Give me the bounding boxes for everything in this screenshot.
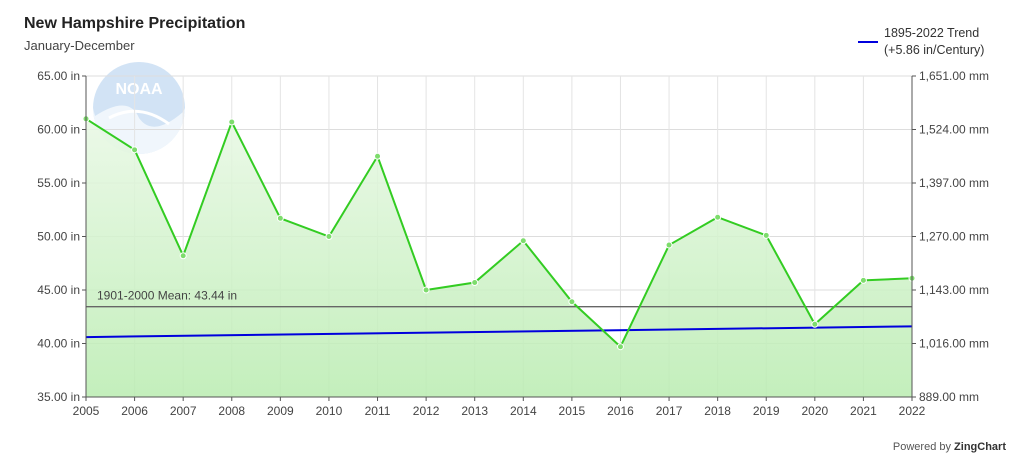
y-tick-label-left: 40.00 in <box>37 337 80 351</box>
data-point <box>374 152 382 160</box>
footer-credit[interactable]: Powered by ZingChart <box>893 441 1006 453</box>
x-tick-label: 2017 <box>656 404 683 418</box>
data-point <box>179 252 187 260</box>
x-tick-label: 2018 <box>704 404 731 418</box>
y-tick-label-right: 1,016.00 mm <box>919 337 989 351</box>
y-tick-label-right: 889.00 mm <box>919 390 979 404</box>
x-tick-label: 2013 <box>461 404 488 418</box>
y-tick-label-right: 1,397.00 mm <box>919 176 989 190</box>
y-tick-label-left: 50.00 in <box>37 230 80 244</box>
y-tick-label-right: 1,270.00 mm <box>919 230 989 244</box>
chart-subtitle: January-December <box>24 38 135 53</box>
footer-brand: ZingChart <box>954 441 1006 453</box>
data-point <box>859 276 867 284</box>
data-point <box>228 118 236 126</box>
data-point <box>276 214 284 222</box>
y-tick-label-left: 45.00 in <box>37 283 80 297</box>
mean-label: 1901-2000 Mean: 43.44 in <box>97 289 237 303</box>
x-tick-label: 2005 <box>73 404 100 418</box>
precipitation-line <box>85 117 913 349</box>
data-point <box>762 231 770 239</box>
data-point <box>665 241 673 249</box>
x-tick-label: 2014 <box>510 404 537 418</box>
precipitation-area <box>86 118 912 398</box>
legend-trend-swatch <box>858 41 878 43</box>
data-point <box>471 279 479 287</box>
data-point <box>519 237 527 245</box>
x-tick-label: 2012 <box>413 404 440 418</box>
noaa-logo-text: NOAA <box>115 81 163 98</box>
x-tick-label: 2011 <box>365 404 391 418</box>
y-tick-label-right: 1,143.00 mm <box>919 283 989 297</box>
x-tick-label: 2022 <box>899 404 926 418</box>
y-tick-label-right: 1,524.00 mm <box>919 123 989 137</box>
data-point <box>568 298 576 306</box>
data-point <box>131 146 139 154</box>
chart-title: New Hampshire Precipitation <box>24 15 246 32</box>
data-point <box>422 286 430 294</box>
y-tick-label-left: 35.00 in <box>37 390 80 404</box>
x-tick-label: 2010 <box>316 404 343 418</box>
trend-line <box>85 325 913 339</box>
data-point <box>811 320 819 328</box>
data-point <box>325 233 333 240</box>
data-point <box>616 343 624 351</box>
x-tick-label: 2021 <box>850 404 877 418</box>
x-tick-label: 2007 <box>170 404 197 418</box>
y-tick-label-left: 60.00 in <box>37 123 80 137</box>
x-tick-label: 2009 <box>267 404 294 418</box>
y-tick-label-left: 65.00 in <box>37 69 80 83</box>
legend-trend-label: 1895-2022 Trend <box>884 26 980 40</box>
x-tick-label: 2015 <box>559 404 586 418</box>
x-tick-label: 2016 <box>607 404 634 418</box>
x-tick-label: 2008 <box>218 404 245 418</box>
x-tick-label: 2006 <box>121 404 148 418</box>
data-point <box>714 213 722 221</box>
y-tick-label-right: 1,651.00 mm <box>919 69 989 83</box>
legend-trend-rate: (+5.86 in/Century) <box>884 43 985 57</box>
footer-prefix: Powered by <box>892 441 951 453</box>
y-tick-label-left: 55.00 in <box>37 176 80 190</box>
x-tick-label: 2020 <box>801 404 828 418</box>
x-tick-label: 2019 <box>753 404 780 418</box>
